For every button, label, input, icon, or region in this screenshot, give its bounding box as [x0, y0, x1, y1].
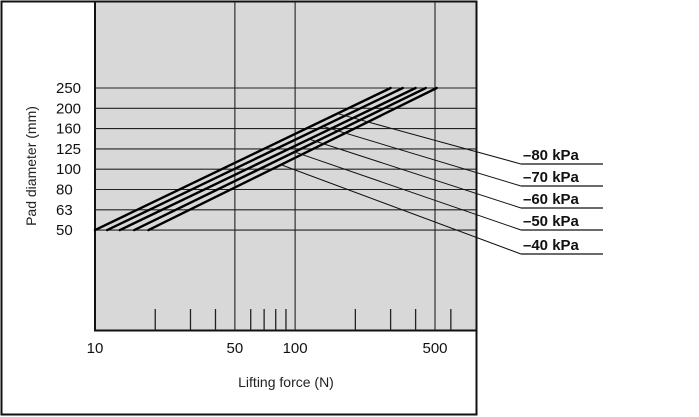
series-label: –70 kPa	[523, 169, 580, 186]
x-tick-labels: 10 50 100 500	[87, 340, 448, 357]
y-tick-label: 100	[56, 161, 81, 178]
series-label: –40 kPa	[523, 237, 580, 254]
series-leader-line	[280, 164, 522, 255]
y-tick-label: 200	[56, 100, 81, 117]
series-leader-line	[294, 151, 522, 231]
series-line	[118, 86, 417, 232]
x-axis-title: Lifting force (N)	[238, 374, 334, 390]
series-label: –60 kPa	[523, 191, 580, 208]
series-leader-line	[337, 113, 522, 165]
y-tick-label: 125	[56, 141, 81, 158]
y-tick-label: 250	[56, 80, 81, 97]
y-tick-label: 63	[56, 202, 73, 219]
series-label: –80 kPa	[523, 147, 580, 164]
series-lines	[93, 86, 438, 232]
y-tick-label: 160	[56, 121, 81, 138]
x-tick-label: 100	[283, 340, 308, 357]
minor-ticks	[154, 309, 452, 330]
x-tick-label: 50	[227, 340, 244, 357]
y-tick-label: 80	[56, 182, 73, 199]
series-label: –50 kPa	[523, 213, 580, 230]
series-line	[105, 86, 404, 232]
series-line	[93, 86, 392, 232]
x-tick-label: 500	[422, 340, 447, 357]
series-leader-lines	[280, 113, 603, 255]
x-tick-label: 10	[87, 340, 104, 357]
y-tick-labels: 250 200 160 125 100 80 63 50	[56, 80, 81, 239]
series-leader-line	[308, 138, 522, 209]
series-line	[133, 86, 428, 232]
series-leader-line	[322, 125, 522, 187]
y-axis-title: Pad diameter (mm)	[23, 106, 39, 226]
series-labels: –80 kPa –70 kPa –60 kPa –50 kPa –40 kPa	[523, 147, 580, 254]
series-line	[147, 86, 438, 232]
grid	[95, 2, 476, 330]
y-tick-label: 50	[56, 222, 73, 239]
